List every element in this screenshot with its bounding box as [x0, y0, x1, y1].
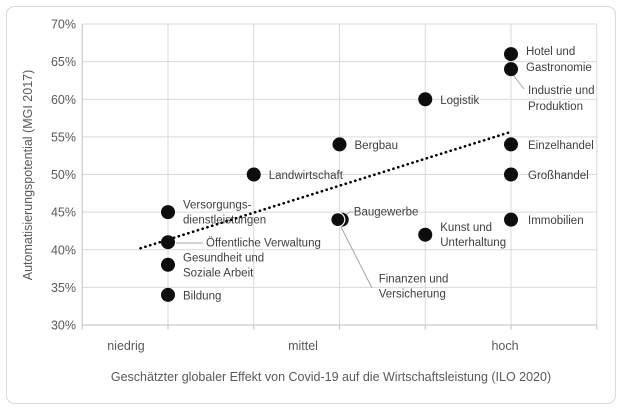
data-point — [504, 47, 518, 62]
point-label: Bildung — [183, 290, 221, 302]
point-labels: Versorgungs-dienstleistungen Öffentliche … — [183, 46, 595, 302]
point-label: Versicherung — [379, 289, 446, 301]
data-points — [161, 47, 518, 302]
y-tick-label: 35% — [51, 281, 76, 295]
y-tick-label: 40% — [51, 243, 76, 257]
leader-line — [340, 226, 373, 289]
data-point — [161, 257, 175, 272]
x-tick-label: hoch — [491, 339, 518, 353]
data-point — [418, 92, 433, 107]
point-label: Produktion — [528, 101, 583, 113]
point-label: Landwirtschaft — [269, 170, 344, 182]
trend-line — [139, 131, 511, 250]
point-label: Kunst und — [440, 222, 492, 234]
point-label: Logistik — [440, 95, 479, 107]
y-tick-label: 30% — [51, 319, 76, 333]
y-tick-label: 50% — [51, 168, 76, 182]
y-tick-label: 55% — [51, 130, 76, 144]
point-label: Finanzen und — [379, 274, 449, 286]
chart-border — [6, 6, 616, 404]
data-point — [418, 227, 433, 242]
point-label: Gastronomie — [526, 62, 592, 74]
y-tick-label: 65% — [51, 55, 76, 69]
point-label: dienstleistungen — [183, 215, 266, 227]
y-axis-tick-labels: 30% 35% 40% 45% 50% 55% 60% 65% 70% — [51, 18, 76, 333]
point-label: Unterhaltung — [440, 237, 506, 249]
point-label: Gesundheit und — [183, 252, 264, 264]
point-label: Versorgungs- — [183, 200, 252, 212]
x-tick-label: mittel — [288, 339, 318, 353]
x-tick-label: niedrig — [107, 339, 145, 353]
data-point — [330, 212, 346, 228]
data-point — [504, 62, 518, 77]
point-label: Öffentliche Verwaltung — [206, 238, 321, 250]
data-point — [161, 205, 175, 220]
x-axis-title: Geschätzter globaler Effekt von Covid-19… — [111, 370, 551, 384]
point-label: Baugewerbe — [354, 207, 419, 219]
data-point — [504, 167, 518, 182]
y-tick-label: 60% — [51, 93, 76, 107]
data-point — [246, 167, 261, 182]
y-tick-label: 45% — [51, 206, 76, 220]
y-axis-title: Automatisierungspotential (MGI 2017) — [21, 70, 35, 281]
data-point — [161, 235, 175, 250]
data-point — [332, 137, 347, 152]
point-label: Hotel und — [526, 46, 575, 58]
point-label: Soziale Arbeit — [183, 267, 254, 279]
x-axis-tick-labels: niedrig mittel hoch — [107, 339, 518, 353]
trend-line-group — [139, 131, 511, 250]
point-label: Industrie und — [528, 85, 595, 97]
y-tick-label: 70% — [51, 18, 76, 32]
point-label: Immobilien — [528, 215, 584, 227]
data-point — [504, 212, 518, 227]
point-label: Bergbau — [355, 140, 398, 152]
point-label: Großhandel — [528, 170, 589, 182]
axis-tick-marks — [81, 325, 598, 330]
point-label: Einzelhandel — [528, 140, 594, 152]
data-point — [161, 287, 175, 302]
data-point — [504, 137, 518, 152]
